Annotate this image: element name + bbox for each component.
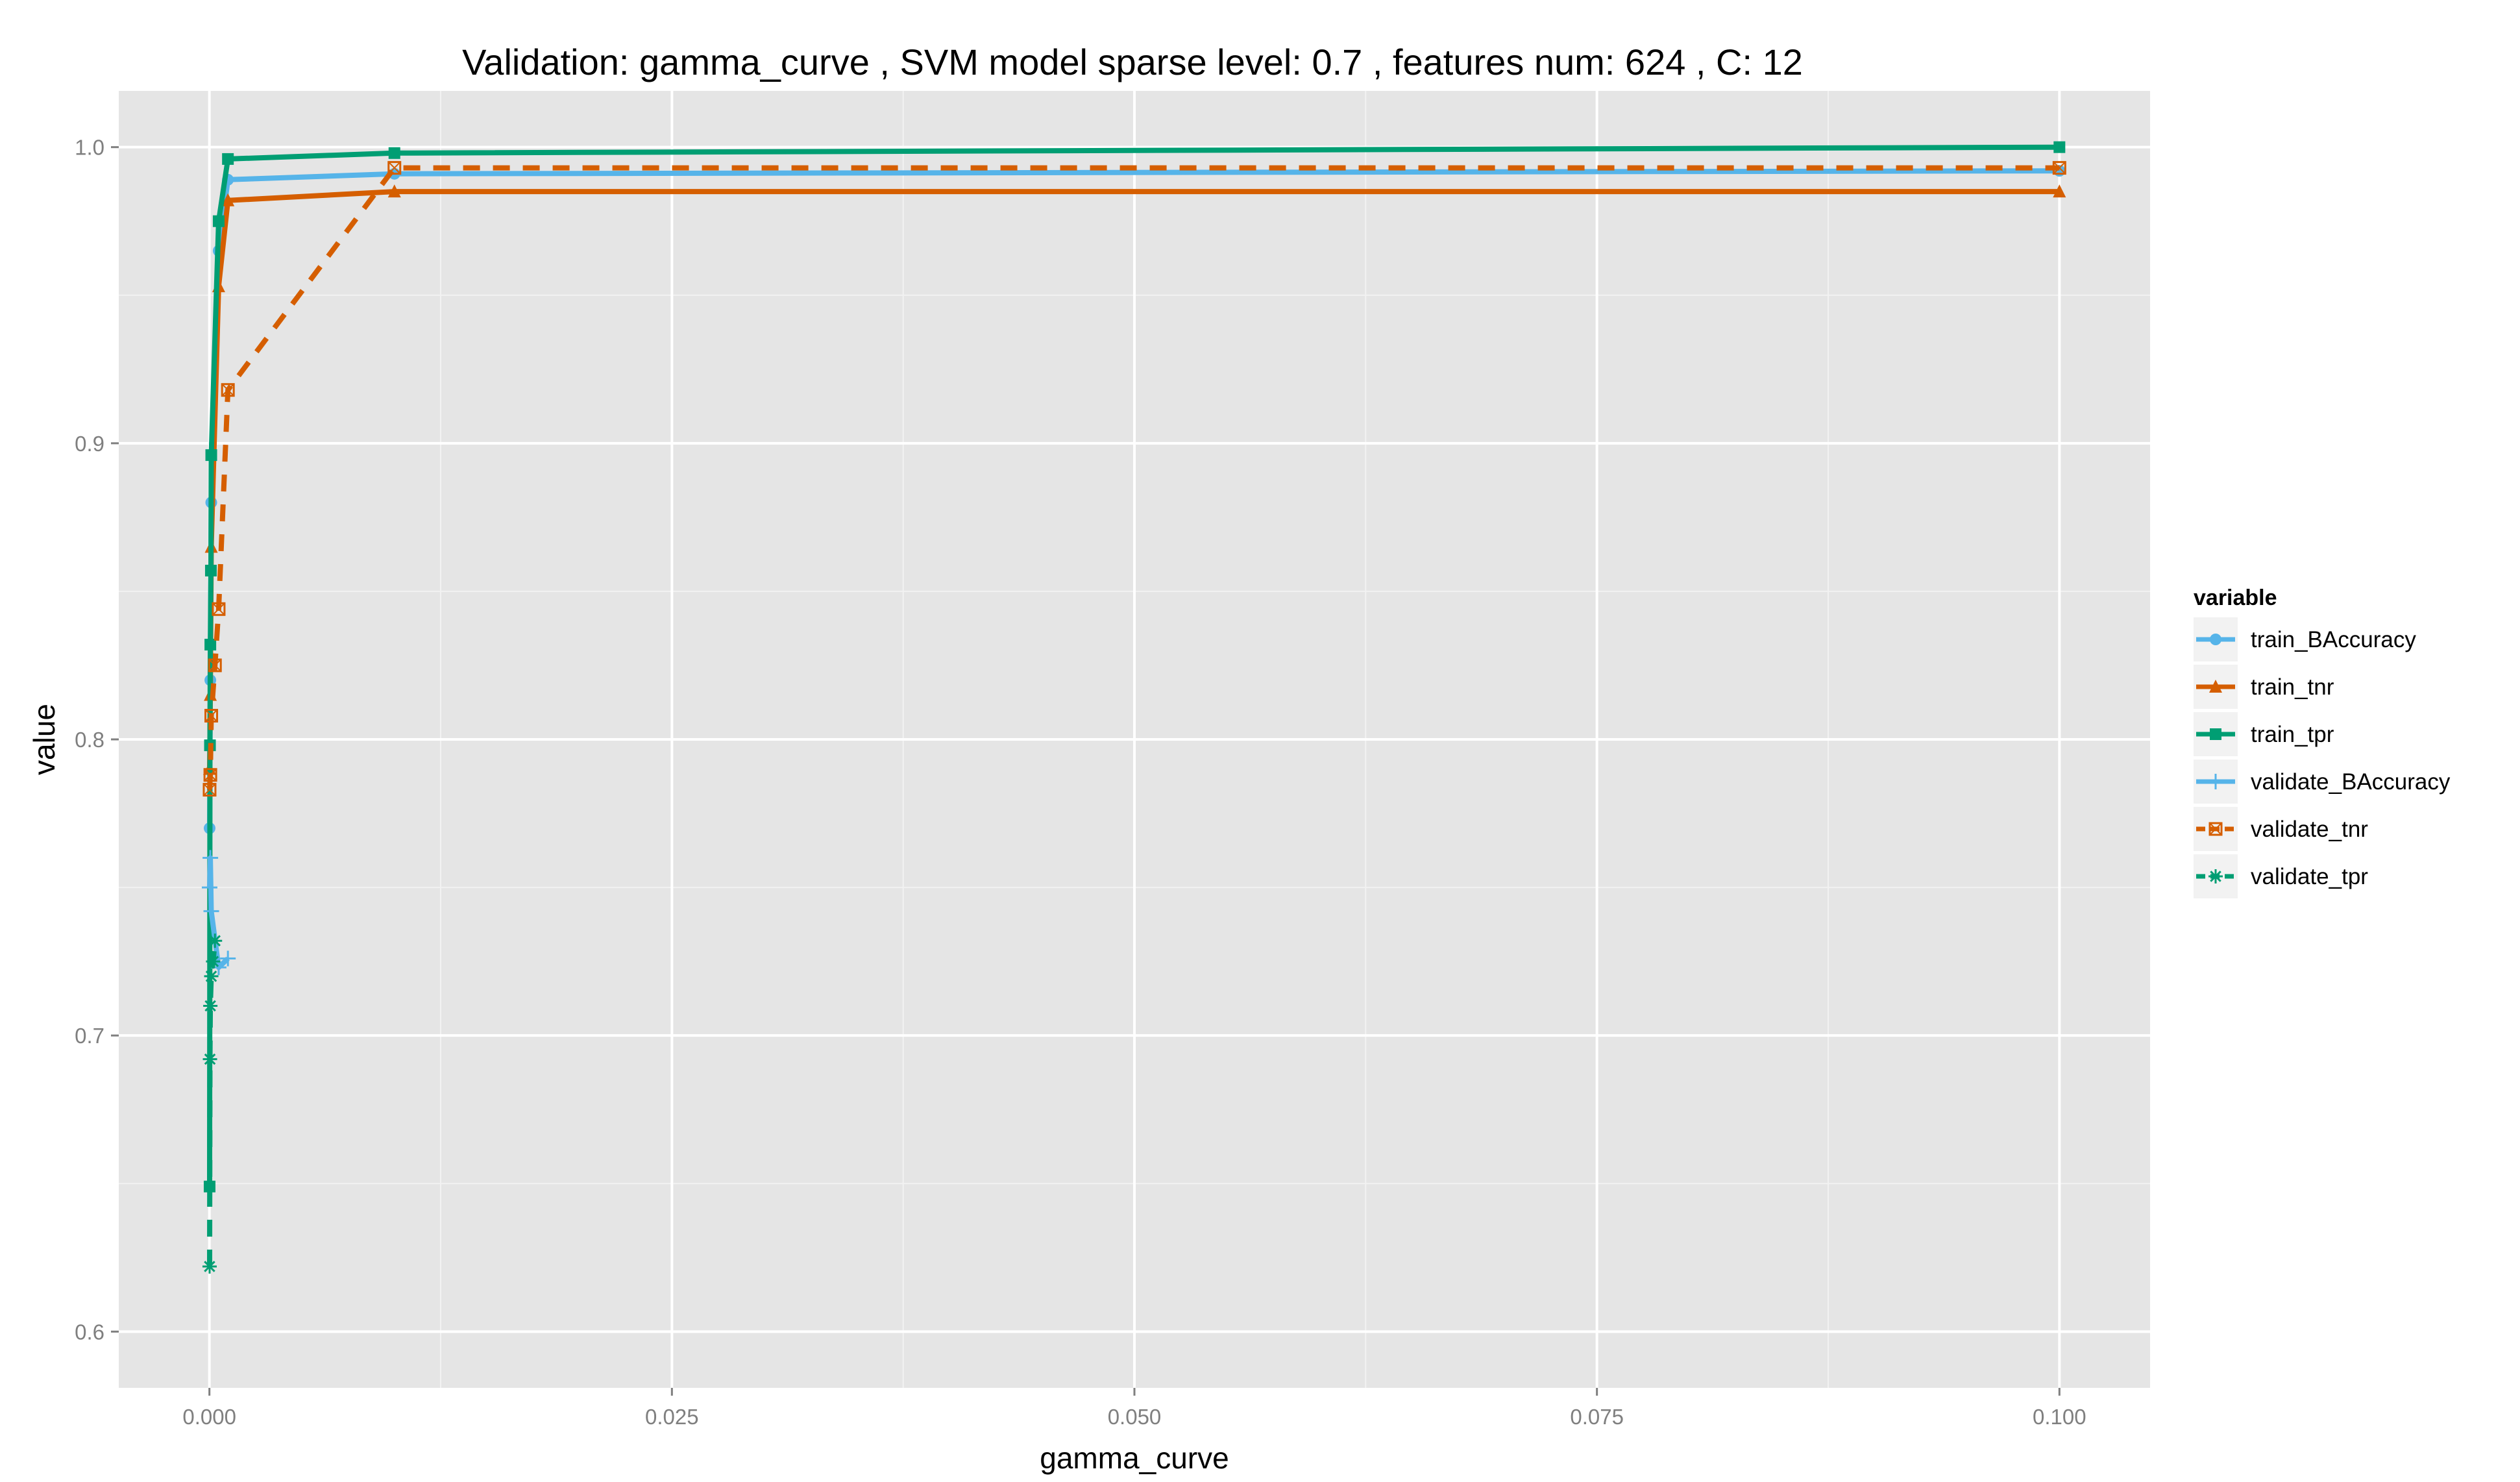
point-train_tpr — [204, 564, 217, 576]
point-validate_tnr — [2052, 161, 2066, 175]
point-validate_tpr — [204, 969, 219, 983]
point-validate_tpr — [203, 998, 218, 1013]
point-validate_tpr — [202, 1052, 217, 1067]
series-layer — [201, 141, 2066, 1274]
legend-key-marker — [2209, 680, 2222, 693]
point-validate_tnr — [208, 658, 222, 673]
point-validate_tnr — [212, 602, 226, 616]
legend: variable train_BAccuracy train_tnr train_t… — [2194, 586, 2451, 898]
point-train_tpr — [2053, 141, 2066, 153]
legend-title: variable — [2194, 586, 2277, 610]
chart-title: Validation: gamma_curve , SVM model spar… — [462, 42, 1803, 82]
x-axis-title: gamma_curve — [1040, 1441, 1229, 1475]
point-train_tpr — [222, 153, 234, 165]
series-validate_BAccuracy — [201, 850, 236, 976]
x-tick-label: 0.050 — [1108, 1405, 1162, 1429]
x-tick-label: 0.025 — [645, 1405, 699, 1429]
point-validate_BAccuracy — [201, 880, 217, 896]
legend-key-marker — [2210, 634, 2221, 645]
legend-label: validate_tpr — [2251, 864, 2368, 889]
legend-label: train_tpr — [2251, 722, 2334, 747]
series-validate_tnr — [202, 161, 2066, 797]
legend-item-train_BAccuracy: train_BAccuracy — [2194, 617, 2416, 661]
axis-ticks: 0.000 0.025 0.050 0.075 0.100 0.6 0.7 0.8 0.9 1.0 — [75, 136, 2086, 1429]
legend-item-train_tnr: train_tnr — [2194, 665, 2334, 709]
legend-label: train_tnr — [2251, 674, 2334, 700]
legend-key-marker — [2210, 728, 2221, 740]
point-validate_tnr — [221, 383, 235, 397]
point-train_tnr — [221, 193, 235, 206]
point-validate_tnr — [203, 768, 217, 782]
point-train_tnr — [2053, 184, 2066, 198]
y-tick-label: 0.7 — [75, 1024, 104, 1048]
legend-label: validate_tnr — [2251, 817, 2368, 842]
point-validate_tnr — [202, 783, 217, 797]
legend-key-marker — [2208, 822, 2223, 836]
point-validate_BAccuracy — [220, 950, 236, 967]
series-line-validate_tnr — [207, 165, 2060, 790]
series-train_tpr — [203, 141, 2066, 1192]
legend-item-validate_tnr: validate_tnr — [2194, 807, 2368, 851]
x-tick-label: 0.100 — [2033, 1405, 2086, 1429]
legend-key-marker — [2208, 869, 2223, 883]
legend-key-marker — [2208, 774, 2223, 789]
point-validate_tpr — [202, 1259, 217, 1274]
legend-label: validate_BAccuracy — [2251, 769, 2451, 795]
x-tick-label: 0.000 — [182, 1405, 236, 1429]
point-validate_tpr — [206, 954, 221, 969]
y-axis-title: value — [27, 704, 61, 775]
y-tick-label: 1.0 — [75, 136, 104, 160]
point-train_tpr — [205, 449, 217, 462]
point-train_tnr — [387, 184, 401, 198]
point-train_tpr — [203, 1180, 215, 1192]
point-train_tpr — [388, 147, 400, 159]
point-train_tpr — [204, 639, 217, 651]
point-validate_tpr — [208, 933, 223, 948]
point-validate_tnr — [387, 161, 402, 175]
legend-label: train_BAccuracy — [2251, 627, 2416, 652]
point-validate_BAccuracy — [202, 850, 219, 866]
y-tick-label: 0.9 — [75, 432, 104, 456]
legend-item-train_tpr: train_tpr — [2194, 712, 2334, 756]
legend-item-validate_tpr: validate_tpr — [2194, 854, 2368, 898]
grid-major — [119, 91, 2150, 1388]
y-tick-label: 0.8 — [75, 728, 104, 752]
point-validate_BAccuracy — [203, 903, 219, 919]
series-validate_tpr — [202, 933, 223, 1274]
y-tick-label: 0.6 — [75, 1320, 104, 1344]
point-validate_tnr — [204, 709, 219, 723]
x-tick-label: 0.075 — [1570, 1405, 1624, 1429]
legend-item-validate_BAccuracy: validate_BAccuracy — [2194, 760, 2451, 804]
point-train_tpr — [212, 215, 225, 227]
